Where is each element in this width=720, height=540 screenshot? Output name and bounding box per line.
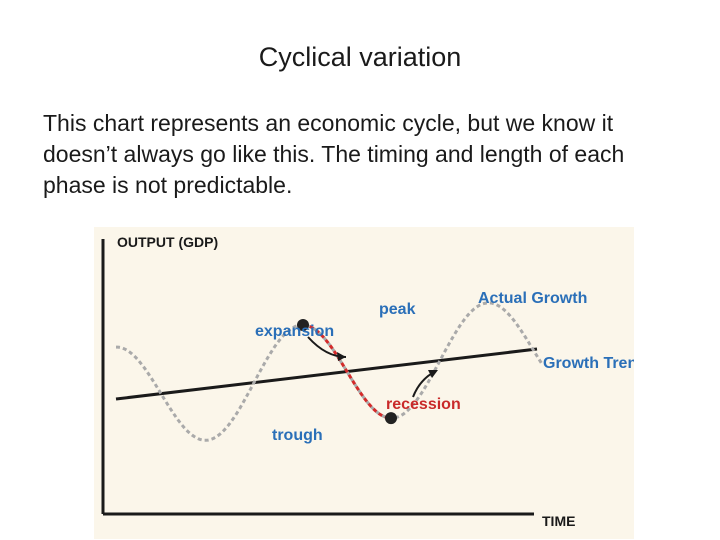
trough-label: trough xyxy=(272,427,323,444)
diagram-background xyxy=(94,227,634,539)
slide-title: Cyclical variation xyxy=(258,42,462,72)
actual-growth-label: Actual Growth xyxy=(478,290,587,307)
y-axis-label: OUTPUT (GDP) xyxy=(117,234,218,250)
economic-cycle-diagram: OUTPUT (GDP) TIME Actual Growth Growth T… xyxy=(94,227,634,539)
expansion-arrowhead xyxy=(337,352,346,361)
economic-cycle-svg: OUTPUT (GDP) TIME Actual Growth Growth T… xyxy=(94,227,634,539)
peak-label: peak xyxy=(379,301,416,318)
recession-curve xyxy=(302,323,392,420)
recession-arrowhead xyxy=(428,370,438,378)
growth-trend-label: Growth Trend xyxy=(543,355,634,372)
x-axis-label: TIME xyxy=(542,513,575,529)
growth-trend-line xyxy=(115,347,538,401)
expansion-label: expansion xyxy=(255,323,334,340)
slide-body-text: This chart represents an economic cycle,… xyxy=(43,110,625,198)
trough-marker xyxy=(385,412,397,425)
actual-growth-curve xyxy=(116,301,544,442)
recession-label: recession xyxy=(386,396,461,413)
peak-marker xyxy=(297,318,309,331)
